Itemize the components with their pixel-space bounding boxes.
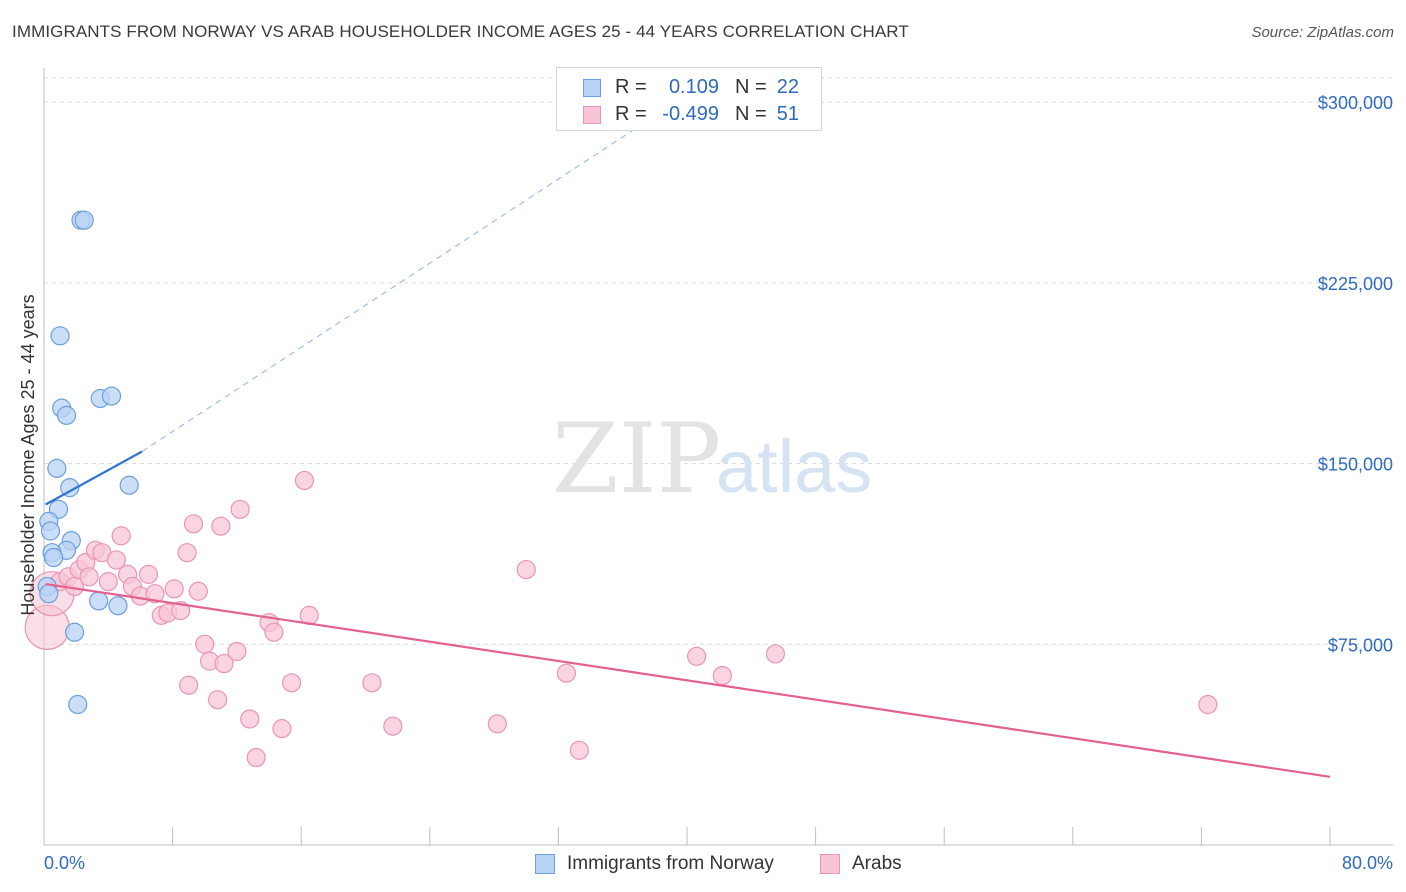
arabs-point — [111, 526, 131, 546]
arabs-r-value: -0.499 — [662, 103, 719, 125]
arabs-point — [79, 567, 99, 587]
arabs-n-value: 51 — [776, 103, 799, 125]
arabs-point — [164, 579, 184, 599]
norway-point — [44, 547, 64, 568]
arabs-point — [211, 516, 231, 536]
source-label: Source: ZipAtlas.com — [1251, 24, 1394, 41]
arabs-point — [98, 572, 118, 592]
arabs-point — [383, 716, 403, 736]
norway-point — [39, 584, 59, 604]
y-tick-label: $225,000 — [1318, 274, 1393, 294]
norway-point — [101, 386, 122, 406]
arabs-n-label: N = — [735, 103, 767, 125]
arabs-point — [208, 690, 228, 710]
x-tick-label-max: 80.0% — [1342, 853, 1393, 873]
arabs-point — [138, 564, 159, 584]
norway-swatch — [583, 79, 601, 97]
arabs-point — [179, 675, 199, 695]
watermark: ZIP atlas — [552, 403, 872, 515]
stats-row-norway: R = 0.109 N = 22 — [557, 73, 821, 101]
arabs-point — [362, 673, 382, 693]
norway-n-label: N = — [735, 76, 767, 98]
stats-box: R = 0.109 N = 22 R = -0.499 N = 51 — [556, 67, 822, 131]
arabs-point — [183, 514, 204, 534]
arabs-points — [24, 470, 1218, 768]
arabs-point — [712, 665, 732, 686]
arabs-point — [230, 499, 250, 519]
arabs-point — [106, 550, 126, 570]
arabs-point — [195, 634, 215, 654]
arabs-point — [246, 747, 266, 768]
norway-point — [56, 405, 77, 425]
norway-point — [64, 622, 85, 642]
norway-n-value: 22 — [776, 76, 799, 98]
stats-row-arabs: R = -0.499 N = 51 — [557, 100, 821, 128]
norway-point — [74, 210, 94, 230]
norway-trend-line — [45, 450, 143, 506]
norway-point — [68, 694, 88, 715]
norway-r-label: R = — [615, 76, 647, 98]
norway-point — [47, 458, 67, 478]
arabs-point — [765, 644, 786, 664]
arabs-point — [281, 673, 302, 693]
legend-norway-label: Immigrants from Norway — [567, 853, 774, 874]
legend-arabs-swatch — [820, 854, 840, 874]
norway-point — [50, 326, 70, 346]
arabs-point — [240, 709, 260, 729]
arabs-r-label: R = — [615, 103, 647, 125]
norway-points — [37, 210, 139, 715]
arabs-swatch — [583, 106, 601, 124]
norway-point — [89, 591, 109, 611]
norway-point — [40, 521, 61, 541]
arabs-point — [177, 543, 197, 563]
x-tick-label-min: 0.0% — [44, 853, 85, 873]
watermark-zip: ZIP — [552, 403, 721, 515]
y-tick-label: $75,000 — [1328, 635, 1393, 655]
watermark-atlas: atlas — [716, 425, 872, 508]
y-tick-labels: $75,000 $150,000 $225,000 $300,000 — [1318, 93, 1393, 655]
norway-r-value: 0.109 — [668, 76, 719, 98]
norway-trend-extension — [141, 94, 688, 453]
y-tick-label: $150,000 — [1318, 455, 1393, 475]
trend-lines — [45, 94, 1331, 778]
arabs-point — [1198, 694, 1218, 715]
y-axis-label: Householder Income Ages 25 - 44 years — [18, 294, 38, 615]
arabs-point — [188, 581, 208, 601]
norway-point — [60, 478, 80, 498]
arabs-point — [487, 714, 507, 734]
x-tick-labels: 0.0% 80.0% — [44, 853, 1393, 873]
grid-lines — [44, 77, 1393, 645]
arabs-trend-line — [45, 582, 1331, 778]
arabs-point — [272, 719, 292, 739]
norway-point — [119, 475, 139, 495]
arabs-point — [214, 653, 234, 674]
legend-norway-swatch — [535, 854, 555, 874]
arabs-point — [687, 646, 707, 666]
arabs-point — [556, 663, 577, 683]
legend-arabs-label: Arabs — [852, 853, 902, 874]
arabs-point — [516, 559, 536, 580]
arabs-point — [264, 622, 284, 642]
norway-point — [108, 596, 128, 616]
arabs-point — [227, 641, 247, 662]
arabs-point — [294, 470, 315, 491]
axes — [43, 68, 1393, 846]
arabs-point — [145, 584, 165, 604]
y-tick-label: $300,000 — [1318, 93, 1393, 113]
chart-title: IMMIGRANTS FROM NORWAY VS ARAB HOUSEHOLD… — [12, 22, 909, 41]
arabs-point — [569, 740, 589, 760]
